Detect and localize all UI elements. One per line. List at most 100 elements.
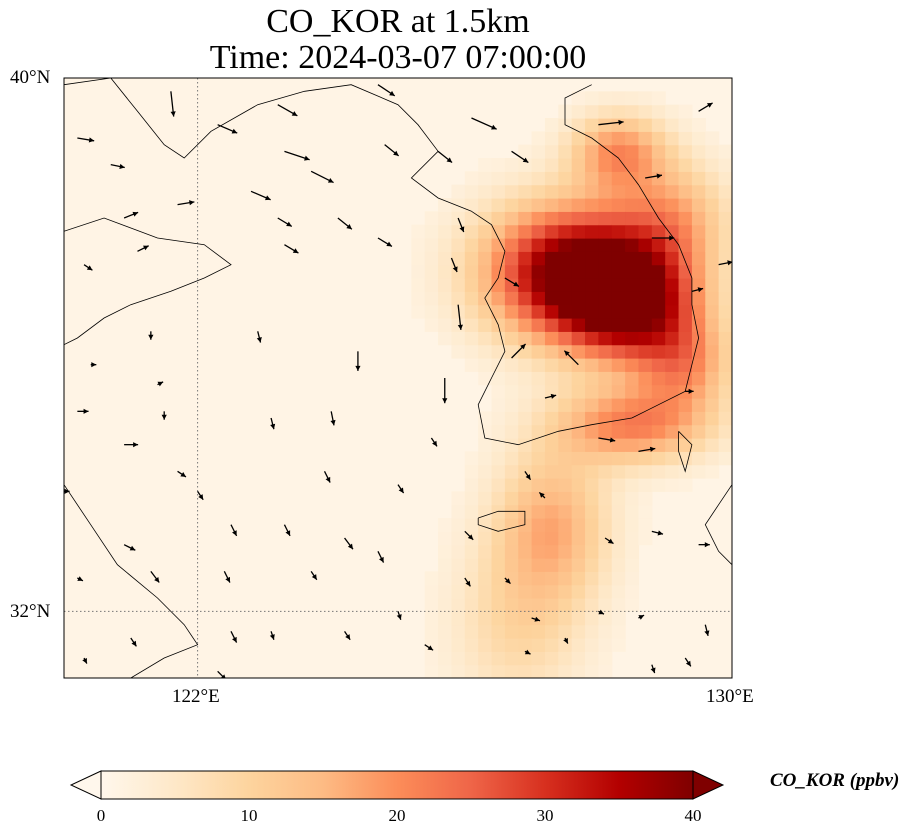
gridlines — [64, 78, 732, 678]
field-cell — [478, 438, 493, 452]
wind-arrow — [277, 217, 293, 227]
wind-arrow — [197, 490, 204, 501]
field-cell — [598, 424, 613, 439]
field-cell — [491, 624, 506, 639]
field-cell — [518, 304, 533, 319]
field-cell — [491, 571, 506, 586]
field-cell — [544, 344, 559, 359]
field-cell — [638, 491, 653, 506]
field-cell — [651, 344, 666, 359]
field-cell — [611, 238, 626, 252]
field-cell — [531, 224, 546, 239]
field-cell — [691, 184, 706, 199]
field-cell — [518, 358, 533, 372]
field-cell — [585, 531, 599, 546]
field-cell — [571, 584, 586, 599]
field-cell — [718, 358, 732, 372]
field-cell — [691, 344, 706, 359]
field-cell — [464, 224, 479, 239]
field-cell — [585, 251, 599, 266]
field-cell — [491, 451, 506, 466]
field-cell — [638, 411, 653, 426]
field-cell — [585, 318, 599, 332]
field-cell — [718, 398, 732, 412]
wind-arrow — [524, 649, 531, 655]
field-cell — [718, 198, 732, 212]
field-cell — [571, 451, 586, 466]
field-cell — [571, 91, 586, 106]
field-cell — [478, 304, 493, 319]
field-cell — [665, 144, 680, 159]
field-cell — [638, 464, 653, 479]
field-cell — [625, 131, 640, 146]
field-cell — [691, 371, 706, 386]
field-cell — [451, 291, 466, 306]
field-cell — [625, 371, 640, 386]
field-cell — [665, 384, 680, 399]
wind-arrow — [148, 331, 154, 340]
field-cell — [451, 558, 466, 572]
field-cell — [544, 198, 559, 212]
field-cell — [518, 411, 533, 426]
field-cell — [665, 478, 680, 492]
field-cell — [585, 331, 599, 346]
field-cell — [544, 651, 559, 666]
field-cell — [518, 531, 533, 546]
wind-arrow — [157, 381, 164, 387]
field-cell — [438, 664, 453, 678]
field-cell — [491, 171, 506, 186]
field-cell — [598, 264, 613, 279]
field-cell — [625, 291, 640, 306]
field-cell — [504, 518, 519, 532]
field-cell — [598, 651, 613, 666]
field-cell — [718, 144, 732, 159]
field-cell — [491, 478, 506, 492]
field-cell — [478, 251, 493, 266]
field-cell — [504, 251, 519, 266]
lon-tick-130: 130°E — [706, 686, 754, 707]
field-cell — [678, 318, 693, 332]
field-cell — [544, 504, 559, 519]
field-cell — [478, 651, 493, 666]
field-cell — [611, 584, 626, 599]
field-cell — [491, 224, 506, 239]
wind-arrow — [598, 119, 624, 126]
field-cell — [705, 318, 720, 332]
field-cell — [585, 491, 599, 506]
field-cell — [451, 598, 466, 612]
field-cell — [665, 411, 680, 426]
wind-arrow — [504, 577, 511, 585]
field-cell — [531, 184, 546, 199]
field-cell — [611, 144, 626, 159]
field-cell — [598, 291, 613, 306]
field-cell — [451, 638, 466, 652]
field-cell — [464, 291, 479, 306]
field-cell — [651, 464, 666, 479]
field-cell — [611, 104, 626, 119]
field-cell — [504, 318, 519, 332]
field-cell — [478, 264, 493, 279]
field-cell — [531, 478, 546, 492]
wind-arrow — [64, 488, 70, 494]
field-cell — [678, 278, 693, 292]
field-cell — [518, 651, 533, 666]
field-cell — [478, 371, 493, 386]
field-cell — [531, 398, 546, 412]
co-concentration-field — [64, 78, 732, 678]
field-cell — [504, 571, 519, 586]
field-cell — [598, 384, 613, 399]
wind-arrow — [90, 362, 97, 368]
wind-arrow — [323, 471, 331, 483]
field-cell — [625, 171, 640, 186]
field-cell — [504, 638, 519, 652]
field-cell — [558, 611, 573, 626]
field-cell — [424, 264, 439, 279]
field-cell — [585, 211, 599, 226]
field-cell — [611, 251, 626, 266]
field-cell — [691, 171, 706, 186]
field-cell — [518, 198, 533, 212]
field-cell — [585, 291, 599, 306]
wind-arrow — [150, 570, 160, 583]
field-cell — [504, 238, 519, 252]
field-cell — [531, 198, 546, 212]
